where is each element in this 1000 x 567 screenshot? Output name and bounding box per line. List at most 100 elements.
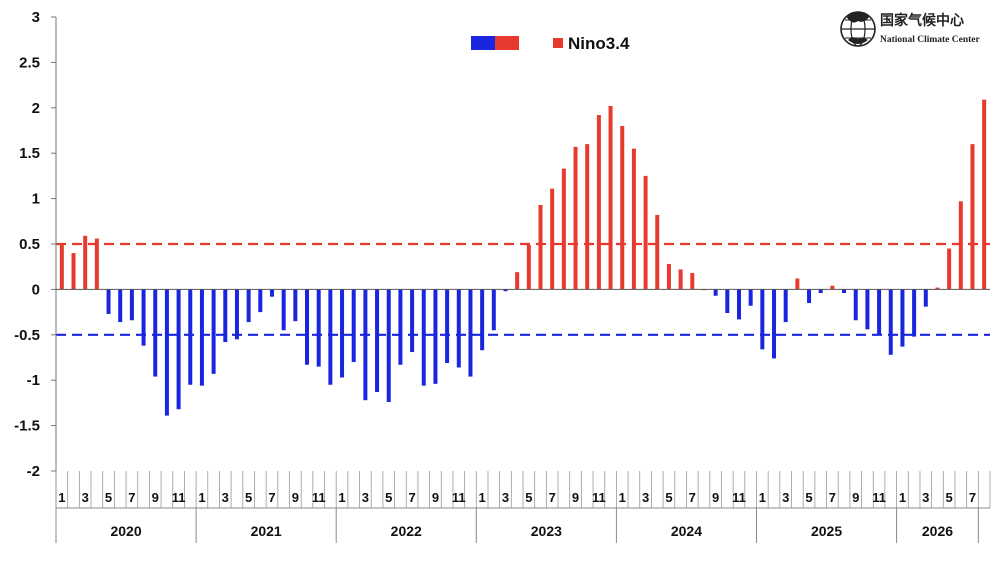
month-tick-label: 1 (899, 490, 906, 505)
bar-14 (211, 289, 216, 374)
bar-21 (293, 289, 298, 322)
month-tick-label: 3 (642, 490, 649, 505)
month-tick-label: 3 (782, 490, 789, 505)
bar-10 (164, 289, 169, 416)
month-tick-label: 5 (385, 490, 392, 505)
bar-75 (923, 289, 928, 307)
month-tick-label: 5 (105, 490, 112, 505)
bar-76 (935, 287, 940, 290)
bar-34 (445, 289, 450, 363)
bar-38 (491, 289, 496, 331)
bar-20 (281, 289, 286, 331)
month-tick-label: 1 (619, 490, 626, 505)
bar-15 (223, 289, 228, 343)
bar-79 (970, 144, 975, 290)
bar-60 (748, 289, 753, 306)
year-label: 2024 (671, 523, 702, 539)
axes (51, 16, 991, 543)
bar-36 (468, 289, 473, 377)
month-tick-label: 5 (665, 490, 672, 505)
logo-name-en: National Climate Center (880, 35, 981, 45)
bar-43 (550, 188, 555, 290)
month-tick-label: 5 (946, 490, 953, 505)
bar-80 (982, 99, 987, 290)
bar-26 (351, 289, 356, 363)
bar-59 (736, 289, 741, 320)
globe-icon (840, 11, 876, 47)
y-tick-label: 3 (32, 9, 40, 26)
bar-46 (585, 144, 590, 290)
month-tick-label: 1 (479, 490, 486, 505)
y-tick-label: -1.5 (14, 418, 40, 435)
bar-9 (153, 289, 158, 377)
x-tick-labels: 1 3 5 7 9 11 1 3 5 7 9 11 1 3 5 7 9 11 1 3 5 7 9 11 1 3 5 7 9 11 1 3 5 7 9… (58, 490, 976, 539)
month-tick-label: 7 (829, 490, 836, 505)
bar-28 (375, 289, 380, 392)
year-label: 2023 (531, 523, 562, 539)
month-tick-label: 11 (452, 490, 466, 505)
bar-55 (690, 273, 695, 290)
y-tick-label: 0.5 (19, 236, 40, 253)
bar-65 (807, 289, 812, 304)
month-tick-label: 11 (592, 490, 606, 505)
bar-66 (818, 289, 823, 294)
bar-61 (760, 289, 765, 350)
bar-57 (713, 289, 718, 296)
bar-54 (678, 269, 683, 290)
bar-6 (118, 289, 123, 323)
month-tick-label: 7 (969, 490, 976, 505)
bar-17 (246, 289, 251, 323)
bar-31 (410, 289, 415, 353)
legend: Nino3.4 (471, 34, 630, 53)
bar-19 (269, 289, 274, 297)
bar-12 (188, 289, 193, 385)
bar-40 (515, 272, 520, 290)
bar-4 (94, 238, 99, 290)
bar-58 (725, 289, 730, 314)
bar-72 (888, 289, 893, 355)
month-tick-label: 3 (922, 490, 929, 505)
bar-33 (433, 289, 438, 384)
bar-62 (772, 289, 777, 359)
bar-44 (561, 168, 566, 290)
month-tick-label: 7 (689, 490, 696, 505)
bar-13 (199, 289, 204, 386)
bar-24 (328, 289, 333, 385)
bar-8 (141, 289, 146, 346)
bar-50 (631, 148, 636, 290)
bar-22 (305, 289, 310, 365)
bar-35 (456, 289, 461, 368)
legend-swatch-positive (495, 36, 519, 50)
month-tick-label: 1 (198, 490, 205, 505)
bar-77 (947, 248, 952, 290)
legend-label: Nino3.4 (568, 34, 630, 53)
y-tick-label: 2.5 (19, 54, 40, 71)
bar-52 (655, 214, 660, 290)
y-tick-label: 1.5 (19, 145, 40, 162)
bar-5 (106, 289, 111, 314)
y-tick-label: 2 (32, 100, 40, 117)
year-label: 2026 (922, 523, 953, 539)
bar-18 (258, 289, 263, 313)
bar-11 (176, 289, 181, 410)
bar-73 (900, 289, 905, 347)
month-tick-label: 11 (312, 490, 326, 505)
bar-25 (340, 289, 345, 378)
month-tick-label: 3 (362, 490, 369, 505)
bar-64 (795, 278, 800, 290)
bar-53 (666, 263, 671, 290)
month-tick-label: 5 (805, 490, 812, 505)
month-tick-label: 1 (58, 490, 65, 505)
bar-27 (363, 289, 368, 401)
bar-2 (71, 253, 76, 290)
bar-32 (421, 289, 426, 386)
month-tick-label: 11 (732, 490, 746, 505)
month-tick-label: 9 (292, 490, 299, 505)
month-tick-label: 9 (432, 490, 439, 505)
bar-69 (853, 289, 858, 321)
bar-78 (958, 201, 963, 290)
bar-74 (912, 289, 917, 337)
bar-71 (877, 289, 882, 335)
y-tick-labels: 3 2.5 2 1.5 1 0.5 0 -0.5 -1 -1.5 -2 (14, 9, 40, 480)
